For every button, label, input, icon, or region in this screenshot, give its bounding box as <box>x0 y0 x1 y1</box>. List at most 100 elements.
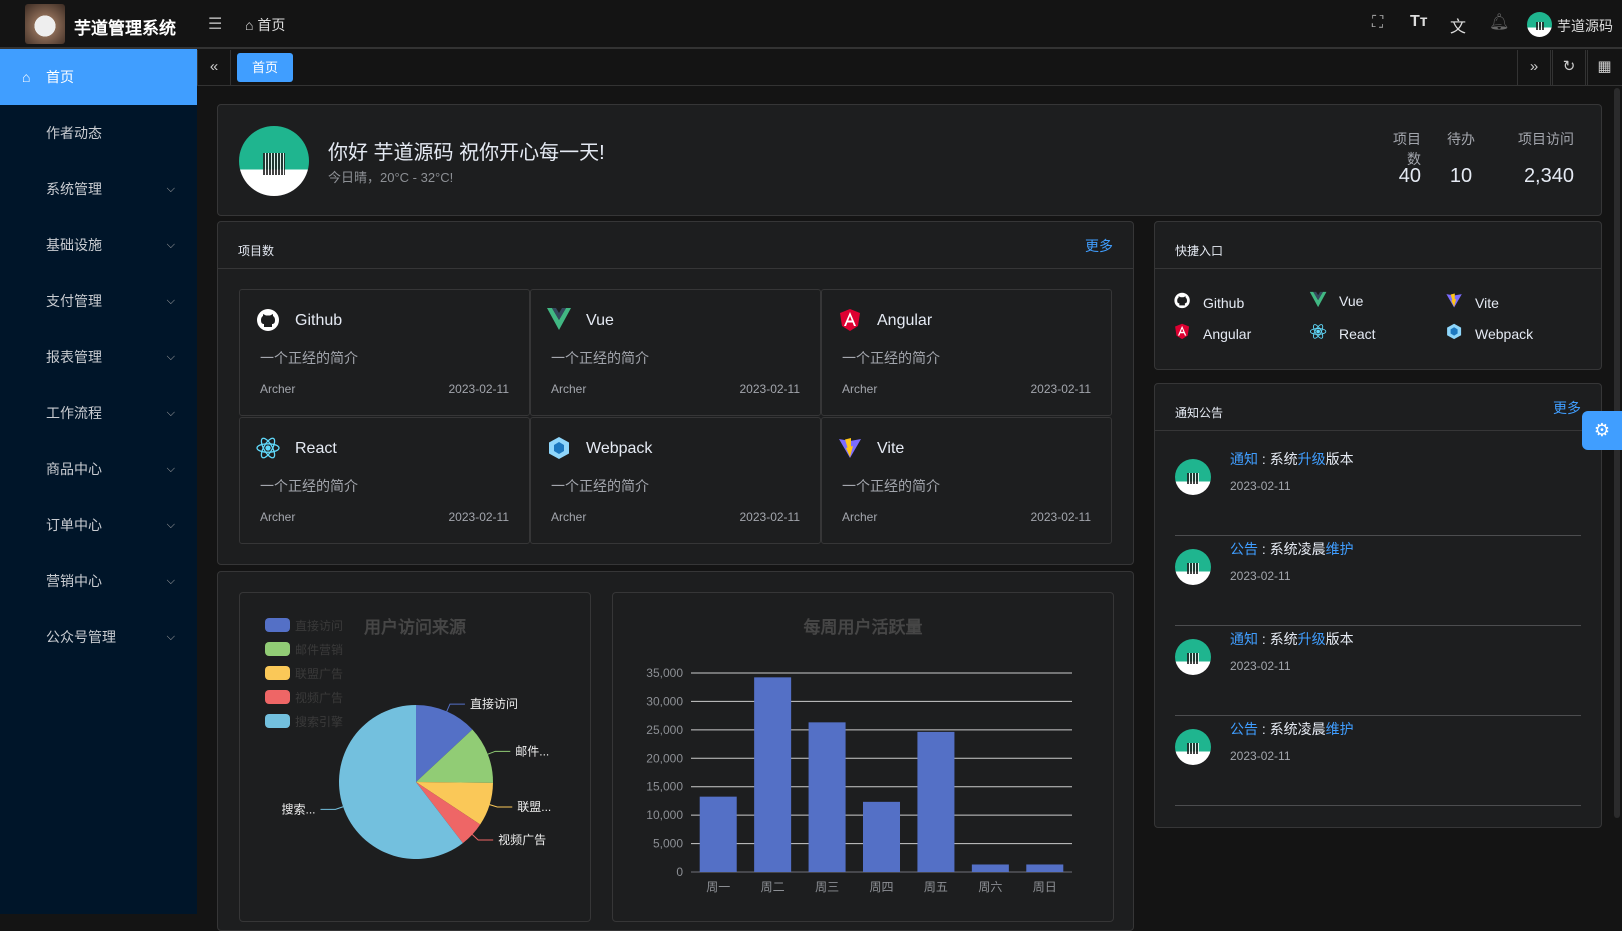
legend-label[interactable]: 视频广告 <box>295 690 343 705</box>
quick-entry-card: 快捷入口 Github Vue Vite Angular React Webpack <box>1154 221 1602 370</box>
quick-entry-item[interactable]: Vite <box>1443 288 1499 315</box>
welcome-card: 你好 芋道源码 祝你开心每一天! 今日晴，20°C - 32°C! 项目数 40… <box>217 104 1602 216</box>
bar[interactable] <box>862 801 901 872</box>
pie-slice[interactable] <box>416 782 493 825</box>
bar[interactable] <box>971 864 1009 872</box>
user-avatar[interactable] <box>1527 12 1552 37</box>
sidebar-item-label: 订单中心 <box>46 517 102 533</box>
project-card[interactable]: Angular 一个正经的简介 Archer 2023-02-11 <box>821 289 1112 416</box>
notice-item[interactable]: 通知 : 系统升级版本 2023-02-11 <box>1175 626 1581 716</box>
sidebar-item-label: 报表管理 <box>46 349 102 365</box>
chevron-down-icon: ⌵ <box>166 631 175 643</box>
project-author: Archer <box>842 510 878 524</box>
sidebar-item[interactable]: 营销中心 ⌵ <box>0 553 197 609</box>
grid-menu-icon[interactable]: ▦ <box>1587 50 1621 86</box>
pie-slice[interactable] <box>339 705 463 859</box>
quick-entry-label: Webpack <box>1475 326 1534 342</box>
quick-entry-item[interactable]: Webpack <box>1443 319 1533 346</box>
project-date: 2023-02-11 <box>739 382 801 396</box>
project-card[interactable]: Vue 一个正经的简介 Archer 2023-02-11 <box>530 289 821 416</box>
fullscreen-icon[interactable]: ⛶ <box>1372 14 1384 31</box>
bar[interactable] <box>754 677 792 872</box>
translate-icon[interactable]: 文 <box>1450 19 1467 36</box>
quick-entry-item[interactable]: React <box>1307 319 1376 346</box>
bar[interactable] <box>699 796 737 872</box>
sidebar-item[interactable]: ⌂ 首页 <box>0 49 197 105</box>
collapse-menu-icon[interactable]: ☰ <box>208 16 223 33</box>
project-date: 2023-02-11 <box>1030 382 1092 396</box>
github-icon <box>255 308 281 334</box>
bar[interactable] <box>1026 864 1064 872</box>
sidebar-item[interactable]: 支付管理 ⌵ <box>0 273 197 329</box>
legend-swatch[interactable] <box>265 714 290 728</box>
sidebar-item[interactable]: 商品中心 ⌵ <box>0 441 197 497</box>
notice-avatar <box>1175 639 1211 675</box>
sidebar-item[interactable]: 作者动态 <box>0 105 197 161</box>
sidebar-item-label: 商品中心 <box>46 461 102 477</box>
sidebar-item[interactable]: 工作流程 ⌵ <box>0 385 197 441</box>
welcome-avatar <box>239 126 309 196</box>
vue-icon <box>546 308 572 334</box>
legend-swatch[interactable] <box>265 618 290 632</box>
project-desc: 一个正经的简介 <box>551 350 649 366</box>
font-size-icon[interactable]: Tт <box>1410 13 1428 30</box>
legend-label[interactable]: 邮件营销 <box>295 643 343 657</box>
chevron-down-icon: ⌵ <box>166 519 175 531</box>
bell-icon[interactable]: 🔔︎ <box>1489 14 1510 31</box>
tab-home[interactable]: 首页 <box>237 53 293 82</box>
more-link[interactable]: 更多 <box>1553 400 1581 416</box>
scrollbar[interactable] <box>1614 88 1620 818</box>
project-name: React <box>295 440 337 457</box>
notice-avatar <box>1175 729 1211 765</box>
legend-swatch[interactable] <box>265 642 290 656</box>
stat-value: 40 <box>1398 165 1421 187</box>
notice-item[interactable]: 公告 : 系统凌晨维护 2023-02-11 <box>1175 716 1581 806</box>
project-card[interactable]: Vite 一个正经的简介 Archer 2023-02-11 <box>821 417 1112 544</box>
weather: 今日晴，20°C - 32°C! <box>328 170 454 185</box>
scroll-left-icon[interactable]: « <box>197 50 231 86</box>
bar[interactable] <box>808 722 846 872</box>
quick-entry-label: Vite <box>1475 295 1499 311</box>
quick-entry-item[interactable]: Angular <box>1171 319 1251 346</box>
legend-swatch[interactable] <box>265 666 290 680</box>
project-card[interactable]: Github 一个正经的简介 Archer 2023-02-11 <box>239 289 530 416</box>
sidebar-item[interactable]: 报表管理 ⌵ <box>0 329 197 385</box>
x-tick-label: 周三 <box>815 880 839 894</box>
legend-swatch[interactable] <box>265 690 290 704</box>
refresh-icon[interactable]: ↻ <box>1552 50 1586 86</box>
notice-avatar <box>1175 549 1211 585</box>
project-author: Archer <box>260 382 296 396</box>
sidebar-item[interactable]: 系统管理 ⌵ <box>0 161 197 217</box>
quick-entry-item[interactable]: Github <box>1171 288 1244 315</box>
notice-item[interactable]: 公告 : 系统凌晨维护 2023-02-11 <box>1175 536 1581 626</box>
sidebar-item[interactable]: 订单中心 ⌵ <box>0 497 197 553</box>
legend-label[interactable]: 直接访问 <box>295 618 343 633</box>
chevron-down-icon: ⌵ <box>166 351 175 363</box>
pie-slice[interactable] <box>416 782 481 844</box>
legend-label[interactable]: 搜索引擎 <box>295 714 343 729</box>
scroll-right-icon[interactable]: » <box>1517 50 1551 86</box>
pie-slice[interactable] <box>416 705 473 782</box>
sidebar-item[interactable]: 基础设施 ⌵ <box>0 217 197 273</box>
slice-label: 视频广告 <box>498 832 546 847</box>
bar[interactable] <box>917 731 955 872</box>
chevron-down-icon: ⌵ <box>166 295 175 307</box>
webpack-icon <box>1446 323 1462 342</box>
legend-label[interactable]: 联盟广告 <box>295 667 343 681</box>
notice-date: 2023-02-11 <box>1230 659 1291 673</box>
card-header: 项目数 更多 <box>218 222 1133 269</box>
breadcrumb[interactable]: ⌂ 首页 <box>245 15 285 35</box>
user-name[interactable]: 芋道源码 <box>1557 18 1613 34</box>
project-card[interactable]: React 一个正经的简介 Archer 2023-02-11 <box>239 417 530 544</box>
project-card[interactable]: Webpack 一个正经的简介 Archer 2023-02-11 <box>530 417 821 544</box>
quick-entry-item[interactable]: Vue <box>1307 288 1363 313</box>
slice-label: 联盟... <box>517 800 551 814</box>
sidebar-item[interactable]: 公众号管理 ⌵ <box>0 609 197 665</box>
project-name: Vue <box>586 312 614 329</box>
pie-slice[interactable] <box>416 729 493 783</box>
settings-gear-button[interactable]: ⚙ <box>1582 411 1622 450</box>
notice-item[interactable]: 通知 : 系统升级版本 2023-02-11 <box>1175 446 1581 536</box>
label-line <box>320 806 344 810</box>
more-link[interactable]: 更多 <box>1085 238 1113 254</box>
project-date: 2023-02-11 <box>1030 510 1092 524</box>
